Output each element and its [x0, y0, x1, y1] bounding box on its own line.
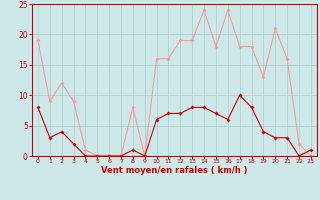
X-axis label: Vent moyen/en rafales ( km/h ): Vent moyen/en rafales ( km/h ) [101, 166, 248, 175]
